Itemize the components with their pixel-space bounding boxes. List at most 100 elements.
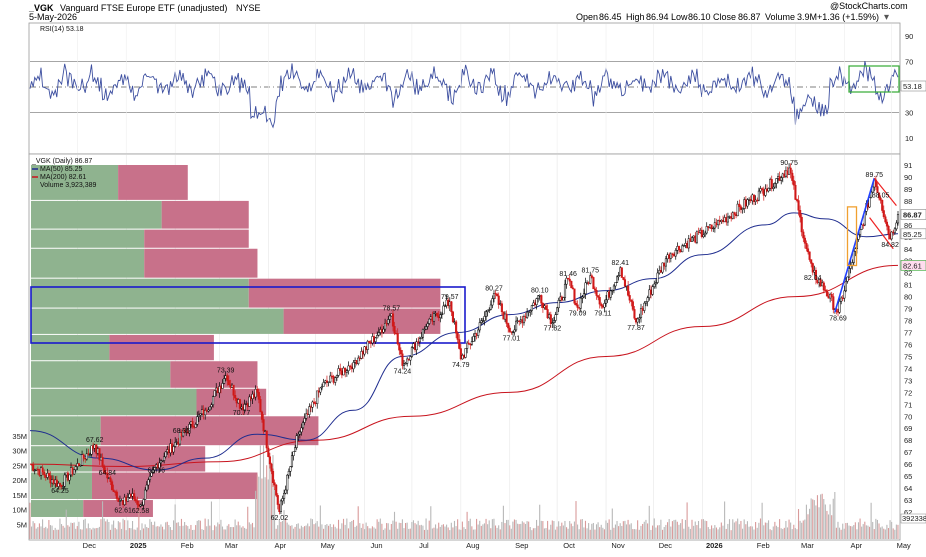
volume-bar bbox=[759, 518, 762, 539]
volume-bar bbox=[624, 520, 626, 539]
volume-bar bbox=[670, 526, 672, 539]
volume-bar bbox=[425, 518, 427, 539]
candle-body bbox=[340, 370, 343, 376]
rsi-current-tag: 53.18 bbox=[900, 80, 926, 92]
volume-bar bbox=[618, 526, 620, 539]
rsi-highlight-box bbox=[848, 65, 900, 93]
volume-bar bbox=[105, 521, 107, 539]
volume-bar bbox=[613, 527, 615, 539]
volume-bar bbox=[231, 526, 233, 539]
x-tick-label: Feb bbox=[757, 541, 770, 550]
candle-body bbox=[133, 493, 136, 500]
vbp-down-bar bbox=[83, 500, 153, 517]
volume-bar bbox=[599, 527, 601, 539]
volume-bar bbox=[859, 518, 861, 539]
volume-bar bbox=[543, 528, 545, 539]
volume-bar bbox=[487, 524, 489, 539]
candle-body bbox=[540, 295, 543, 304]
volume-bar bbox=[482, 524, 484, 539]
volume-bar bbox=[111, 524, 113, 539]
volume-bar bbox=[602, 527, 604, 539]
candle-body bbox=[349, 365, 352, 368]
volume-bar bbox=[614, 524, 617, 539]
candle-body bbox=[581, 296, 584, 299]
vbp-down-bar bbox=[109, 334, 214, 361]
y-tick-label: 77 bbox=[904, 329, 912, 338]
volume-bar bbox=[357, 506, 359, 539]
candle-body bbox=[483, 316, 486, 321]
x-tick-label: Mar bbox=[225, 541, 238, 550]
volume-bar bbox=[209, 525, 211, 539]
candle-body bbox=[576, 304, 579, 308]
volume-tag-box bbox=[900, 513, 926, 524]
volume-bar bbox=[163, 529, 165, 539]
x-tick-label: Apr bbox=[274, 541, 286, 550]
candle-body bbox=[172, 446, 175, 453]
legend-volume: Volume 3,923,389 bbox=[40, 182, 97, 189]
volume-bar bbox=[499, 529, 501, 539]
volume-bar bbox=[630, 523, 632, 539]
candle-body bbox=[500, 303, 503, 313]
volume-bar bbox=[113, 520, 115, 539]
candle-body bbox=[568, 278, 571, 282]
volume-bar bbox=[848, 525, 850, 539]
candle-body bbox=[270, 463, 273, 472]
candle-body bbox=[631, 301, 634, 310]
candle-body bbox=[352, 362, 355, 370]
volume-bar bbox=[810, 498, 812, 539]
volume-bar bbox=[531, 530, 533, 539]
candle-body bbox=[681, 245, 684, 253]
x-tick-label: Jun bbox=[371, 541, 383, 550]
volume-bar bbox=[746, 521, 748, 539]
y-tick-label: 67 bbox=[904, 448, 912, 457]
volume-bar bbox=[464, 529, 467, 539]
volume-bar bbox=[594, 529, 596, 539]
candle-body bbox=[451, 311, 455, 323]
volume-bar bbox=[469, 518, 471, 539]
close-value: 86.87 bbox=[738, 12, 761, 22]
volume-bar bbox=[671, 521, 673, 539]
volume-bar bbox=[476, 518, 478, 539]
candle-body bbox=[530, 305, 533, 311]
volume-bar bbox=[804, 519, 806, 539]
candle-body bbox=[440, 313, 443, 316]
volume-bar bbox=[648, 505, 650, 539]
volume-bar bbox=[857, 522, 860, 539]
candle-body bbox=[860, 224, 863, 230]
volume-bar bbox=[535, 519, 538, 539]
y-tick-label: 69 bbox=[904, 424, 912, 433]
volume-bar bbox=[381, 523, 383, 539]
candle-body bbox=[458, 339, 461, 349]
volume-bar bbox=[638, 529, 640, 539]
candle-body bbox=[60, 484, 63, 488]
candle-body bbox=[271, 470, 275, 483]
volume-bar bbox=[791, 529, 793, 539]
chevron-down-icon[interactable]: ▾ bbox=[884, 12, 889, 23]
vbp-up-bar bbox=[31, 200, 162, 229]
volume-bar bbox=[171, 529, 173, 539]
x-tick-label: Oct bbox=[563, 541, 576, 550]
y-tick-label: 64 bbox=[904, 484, 912, 493]
volume-bar bbox=[854, 522, 856, 539]
volume-bar bbox=[59, 518, 61, 539]
candle-body bbox=[674, 250, 677, 257]
volume-bar bbox=[288, 524, 290, 539]
volume-bar bbox=[154, 521, 156, 539]
candle-body bbox=[472, 336, 475, 342]
volume-bar bbox=[406, 522, 408, 539]
volume-bar bbox=[668, 519, 670, 539]
candle-body bbox=[659, 270, 662, 273]
volume-bar bbox=[622, 521, 624, 539]
candle-body bbox=[623, 279, 627, 287]
candle-body bbox=[478, 322, 481, 331]
candle-body bbox=[456, 332, 459, 340]
volume-bar bbox=[62, 525, 64, 539]
candle-body bbox=[345, 370, 348, 373]
volume-bar bbox=[414, 523, 416, 539]
volume-bar bbox=[894, 529, 896, 539]
price-label: 70.77 bbox=[233, 410, 251, 417]
candle-body bbox=[731, 212, 734, 219]
volume-bar bbox=[769, 529, 771, 539]
candle-body bbox=[638, 317, 641, 320]
volume-bar bbox=[528, 521, 530, 539]
